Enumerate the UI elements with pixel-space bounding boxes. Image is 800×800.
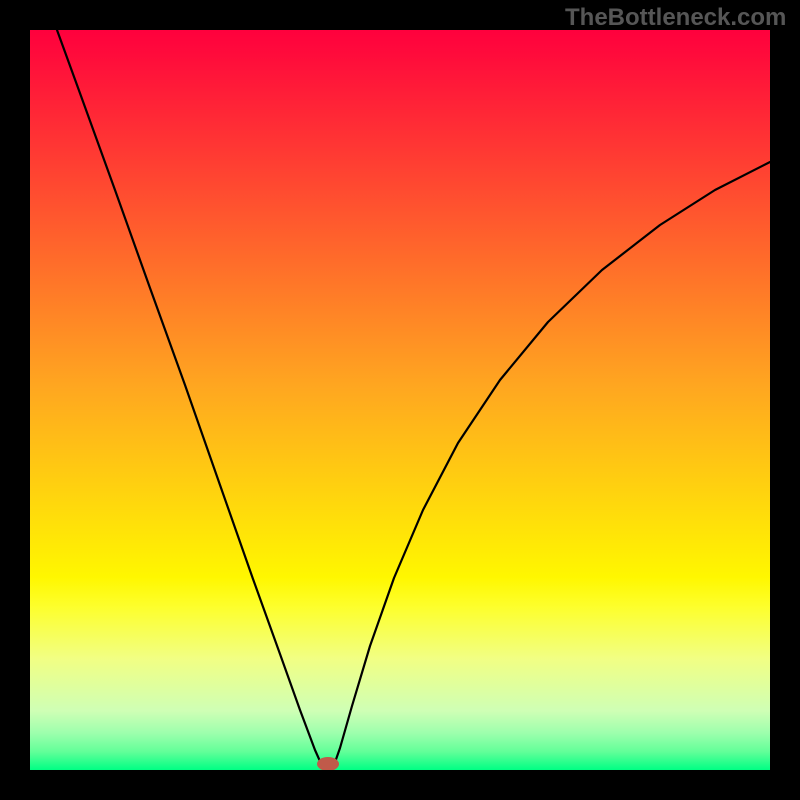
v-curve [57, 30, 770, 768]
curve-svg [0, 0, 800, 800]
minimum-marker [317, 757, 339, 771]
watermark-text: TheBottleneck.com [565, 4, 786, 32]
chart-container: TheBottleneck.com [0, 0, 800, 800]
